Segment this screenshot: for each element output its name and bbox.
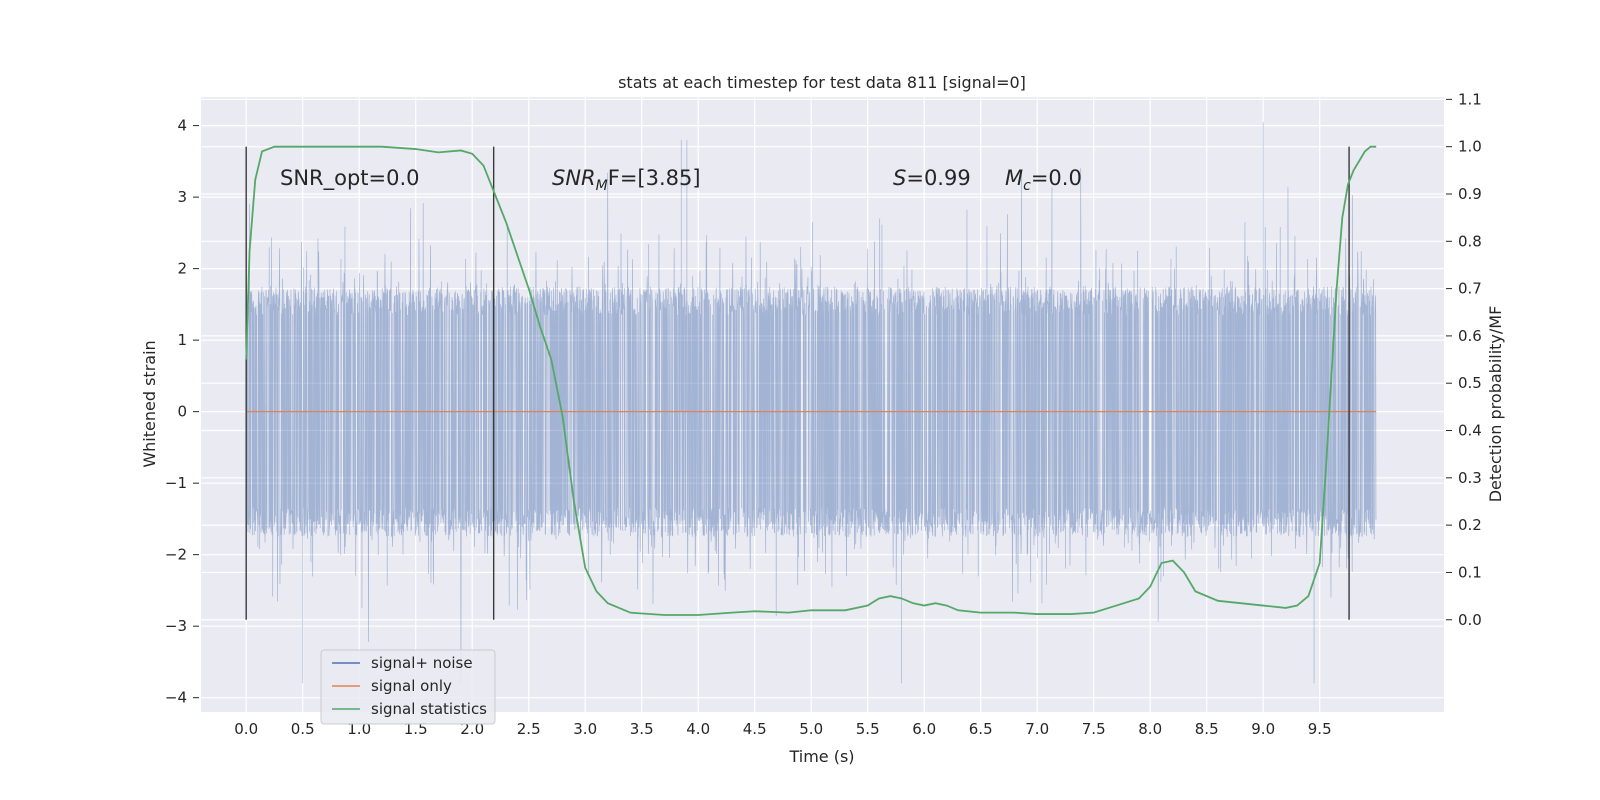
annotation-snr-mf-symbol: SNR	[552, 166, 596, 190]
x-tick-label: 3.5	[630, 720, 654, 738]
x-tick-label: 6.5	[969, 720, 993, 738]
x-tick-label: 4.5	[743, 720, 767, 738]
x-tick-label: 5.0	[799, 720, 823, 738]
annotation-snr-mf: SNRMF=[3.85]	[552, 166, 701, 194]
x-tick-label: 2.5	[517, 720, 541, 738]
x-tick-label: 8.5	[1195, 720, 1219, 738]
y-tick-label: 2	[177, 260, 187, 278]
annotation-mc-symbol: M	[1005, 166, 1023, 190]
y-tick-label: 0	[177, 403, 187, 421]
y-tick-label: 1	[177, 331, 187, 349]
annotation-mc: Mc=0.0	[1005, 166, 1082, 194]
x-tick-label: 4.0	[686, 720, 710, 738]
x-tick-label: 0.0	[234, 720, 258, 738]
x-tick-label: 3.0	[573, 720, 597, 738]
y2-tick-label: 1.0	[1458, 138, 1482, 156]
x-tick-label: 8.0	[1138, 720, 1162, 738]
y-tick-label: −3	[165, 617, 187, 635]
y2-tick-label: 0.8	[1458, 232, 1482, 250]
annotation-snr-mf-subscript: M	[596, 178, 608, 194]
annotation-snr-opt: SNR_opt=0.0	[280, 166, 420, 191]
x-tick-labels: 0.0 0.5 1.0 1.5 2.0 2.5 3.0 3.5 4.0 4.5 5.0 5.5 6.0 6…	[234, 720, 1331, 738]
legend-box	[320, 649, 496, 725]
legend: signal+ noise signal only signal statist…	[320, 649, 496, 725]
y-tick-label: 3	[177, 188, 187, 206]
x-tick-label: 0.5	[291, 720, 315, 738]
y2-tick-labels: 0.0 0.1 0.2 0.3 0.4 0.5 0.6 0.7 0.8 0.9 1.0 1.1	[1446, 90, 1482, 629]
y2-tick-label: 0.6	[1458, 327, 1482, 345]
y2-axis-label: Detection probability/MF	[1486, 306, 1505, 503]
y-tick-label: 4	[177, 117, 187, 135]
legend-label-signal-only: signal only	[371, 677, 452, 695]
annotation-snr-mf-value: F=[3.85]	[608, 166, 701, 190]
y2-tick-label: 0.9	[1458, 185, 1482, 203]
annotation-mc-value: =0.0	[1031, 166, 1082, 190]
x-tick-label: 9.5	[1308, 720, 1332, 738]
annotation-s-symbol: S	[893, 166, 906, 190]
x-tick-label: 9.0	[1251, 720, 1275, 738]
y2-tick-label: 0.2	[1458, 516, 1482, 534]
y2-tick-label: 0.7	[1458, 280, 1482, 298]
x-tick-label: 5.5	[856, 720, 880, 738]
y-tick-labels: −4 −3 −2 −1 0 1 2 3 4	[165, 117, 199, 707]
series-signal-statistics	[245, 145, 1377, 616]
y-tick-label: −1	[165, 474, 187, 492]
legend-label-signal-plus-noise: signal+ noise	[371, 654, 473, 672]
x-tick-label: 7.5	[1082, 720, 1106, 738]
x-axis-label: Time (s)	[788, 747, 854, 766]
x-tick-label: 6.0	[912, 720, 936, 738]
y2-tick-label: 0.5	[1458, 374, 1482, 392]
right-axis-gridlines	[201, 98, 1444, 621]
vertical-markers	[245, 146, 1350, 620]
y2-tick-label: 0.4	[1458, 422, 1482, 440]
annotation-s-value: =0.99	[906, 166, 970, 190]
annotation-mc-subscript: c	[1023, 178, 1031, 194]
series-signal-plus-noise	[245, 122, 1377, 684]
y-tick-label: −4	[165, 689, 187, 707]
y2-tick-label: 0.3	[1458, 469, 1482, 487]
annotation-s: S=0.99	[893, 166, 971, 190]
y-tick-label: −2	[165, 546, 187, 564]
chart-title: stats at each timestep for test data 811…	[618, 73, 1026, 92]
legend-label-signal-statistics: signal statistics	[371, 700, 487, 718]
y2-tick-label: 1.1	[1458, 90, 1482, 108]
x-tick-label: 7.0	[1025, 720, 1049, 738]
y2-tick-label: 0.1	[1458, 563, 1482, 581]
y-axis-label: Whitened strain	[140, 340, 159, 467]
y2-tick-label: 0.0	[1458, 611, 1482, 629]
